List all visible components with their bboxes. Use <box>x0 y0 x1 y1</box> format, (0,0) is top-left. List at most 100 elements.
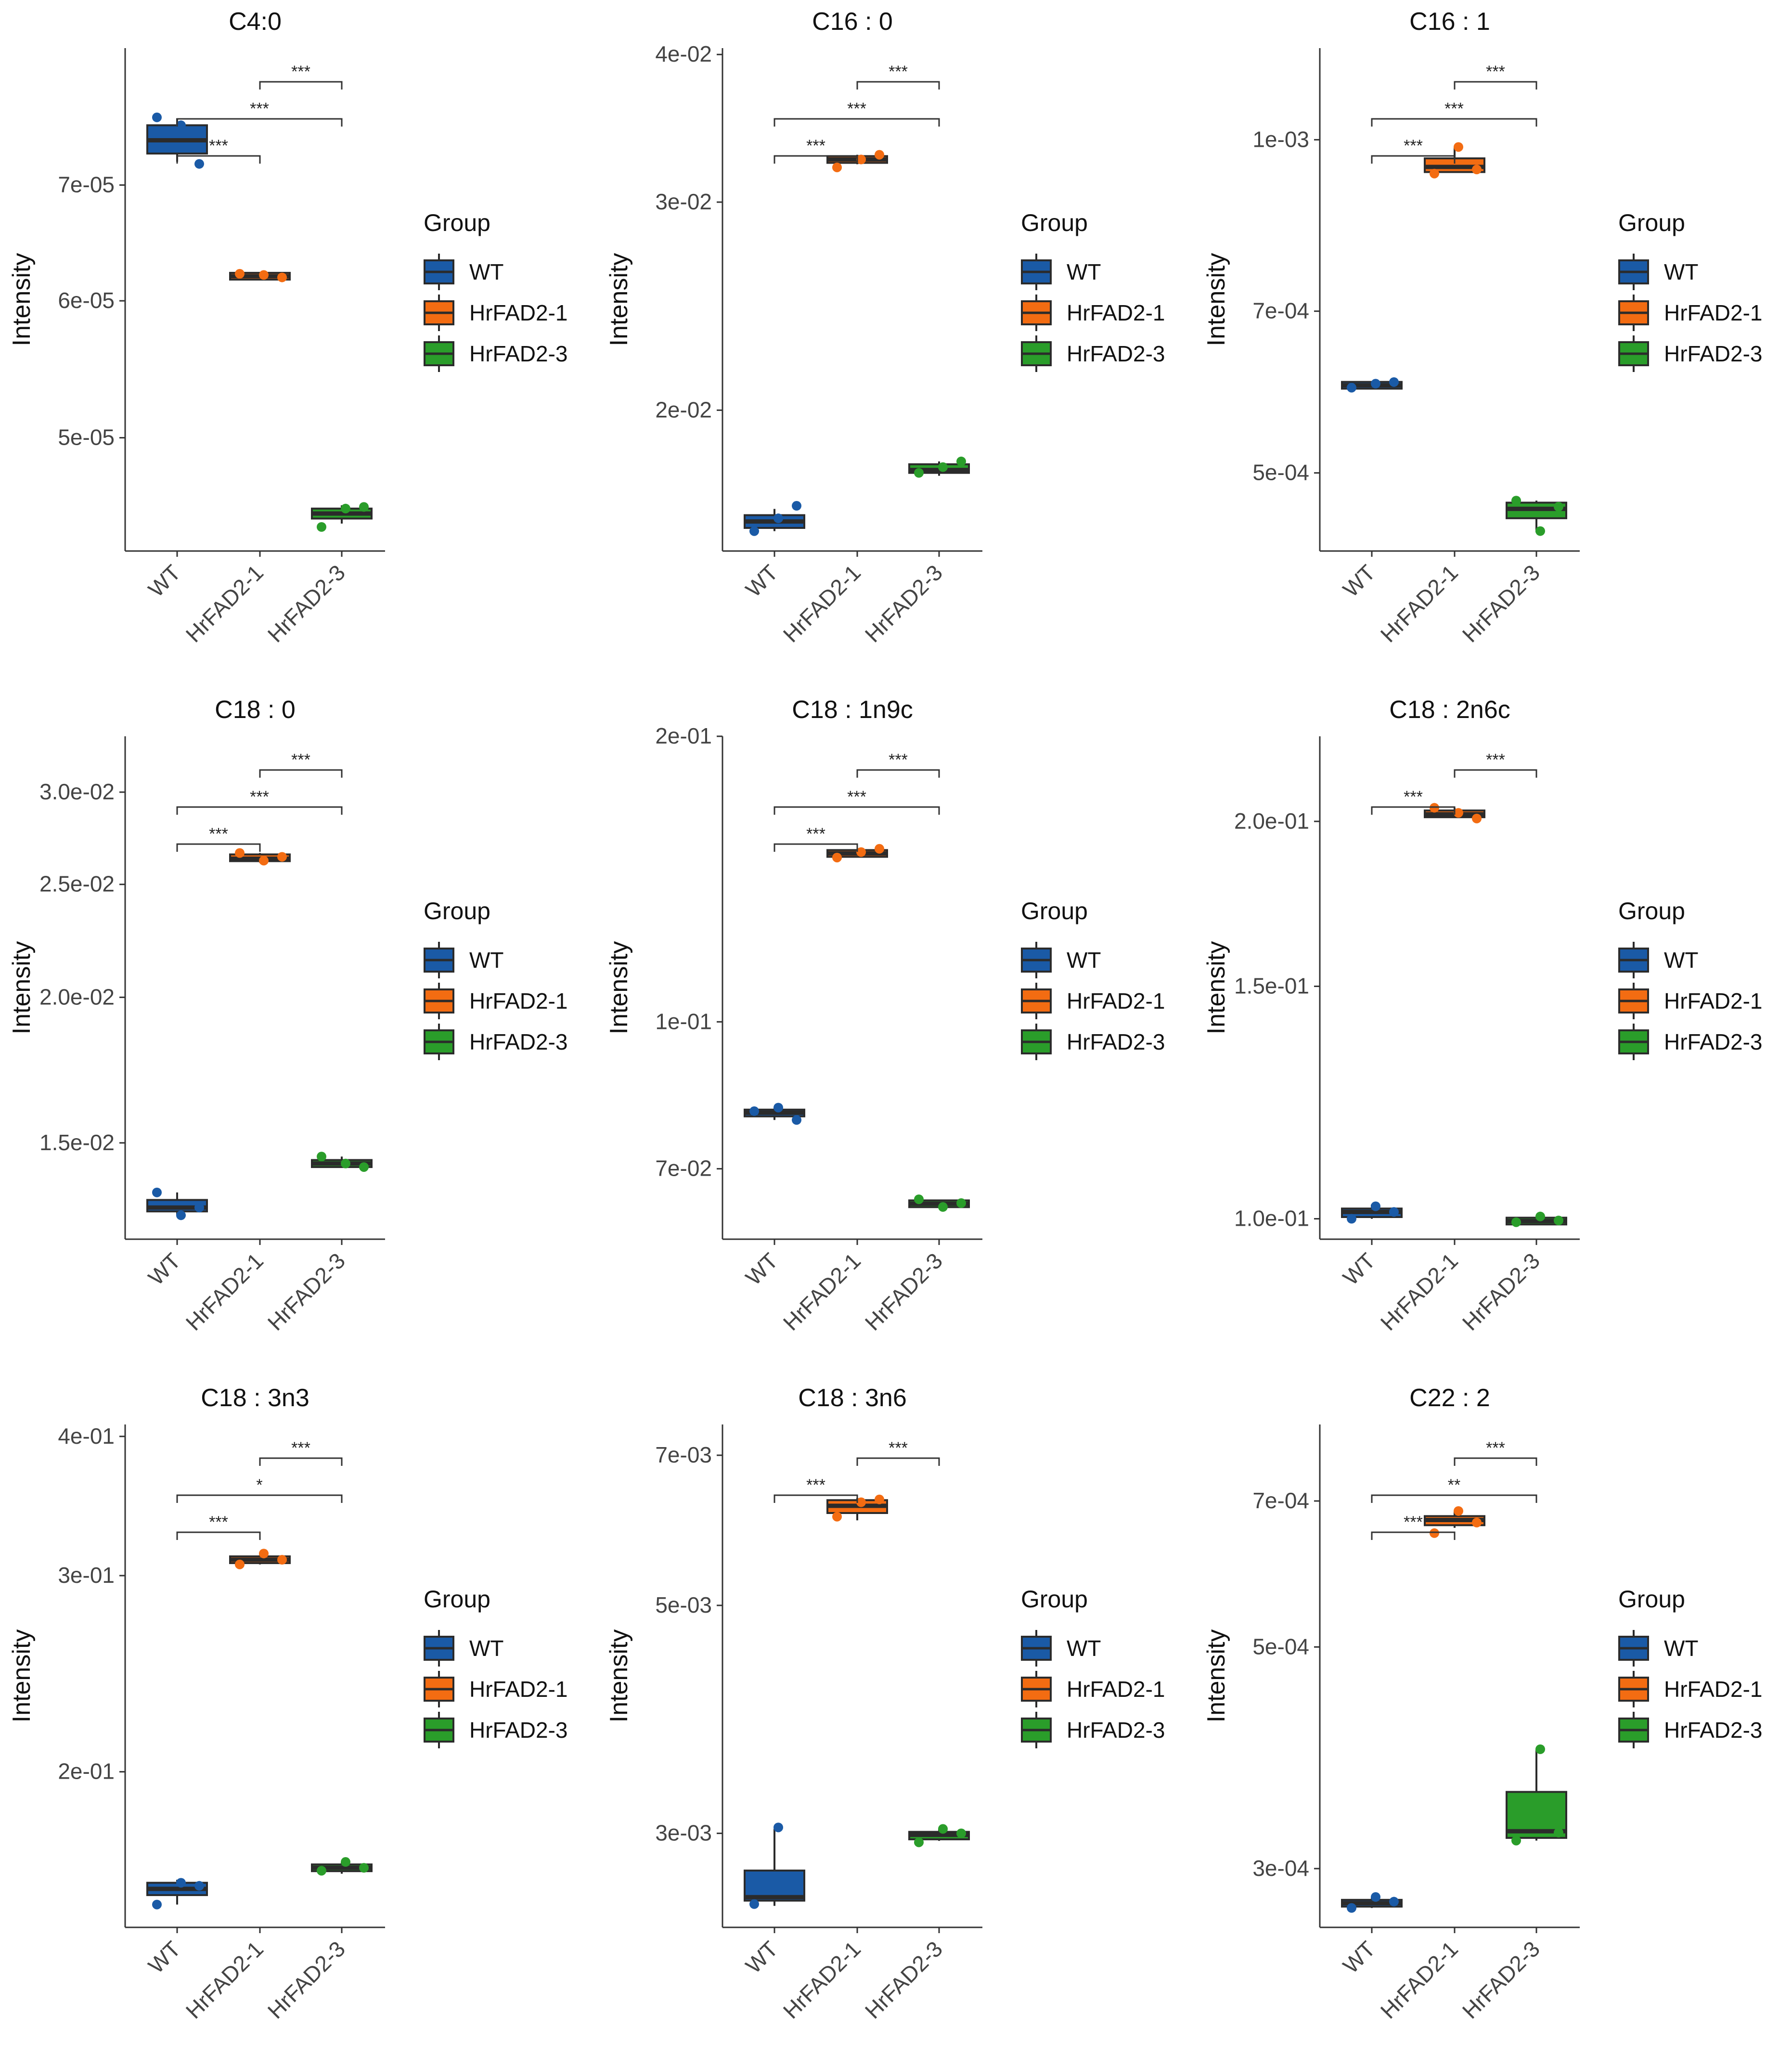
y-tick-label: 1.5e-01 <box>1234 974 1309 999</box>
data-point <box>1430 1528 1439 1538</box>
data-point <box>152 1899 162 1910</box>
chart-title: C18 : 0 <box>215 696 296 724</box>
x-tick-label: HrFAD2-3 <box>263 1248 350 1335</box>
bracket-line <box>1371 806 1456 815</box>
significance-label: *** <box>806 137 825 155</box>
bracket-line <box>774 118 940 127</box>
x-tick-label: HrFAD2-1 <box>181 560 268 647</box>
significance-bracket: *** <box>1454 1439 1537 1466</box>
data-point <box>792 1115 801 1125</box>
y-tick-label: 3e-02 <box>655 189 712 214</box>
legend: Group WT HrFAD2-1 HrFAD2-3 <box>1618 1586 1762 1748</box>
y-tick-label: 5e-05 <box>58 425 115 450</box>
legend-label: HrFAD2-1 <box>469 988 567 1013</box>
legend-label: HrFAD2-3 <box>1664 341 1762 366</box>
significance-label: *** <box>889 63 908 81</box>
chart-panel: C18 : 3n3 2e-01 3e-01 4e-01 Intensity WT HrFAD… <box>0 1376 597 2065</box>
y-tick-label: 1e-01 <box>655 1009 712 1034</box>
significance-bracket: *** <box>856 751 940 778</box>
box-group <box>1506 1211 1567 1227</box>
data-point <box>259 1549 269 1559</box>
significance-label: *** <box>1486 751 1505 769</box>
y-tick-label: 3.0e-02 <box>39 779 115 804</box>
box-group <box>1506 1744 1567 1846</box>
x-tick-label: HrFAD2-1 <box>1376 1248 1463 1335</box>
data-point <box>1472 813 1482 823</box>
bracket-line <box>1371 1494 1537 1503</box>
significance-label: *** <box>250 788 269 806</box>
chart-svg: C18 : 0 1.5e-02 2.0e-02 2.5e-02 3.0e-02 Inten… <box>8 696 567 1335</box>
significance-bracket: *** <box>774 137 858 164</box>
significance-bracket: *** <box>856 63 940 90</box>
data-point <box>194 159 204 169</box>
significance-label: *** <box>291 63 310 81</box>
legend-label: HrFAD2-3 <box>1664 1718 1762 1743</box>
significance-bracket: *** <box>774 788 940 815</box>
x-tick-label: HrFAD2-3 <box>860 1248 947 1335</box>
data-point <box>792 501 801 511</box>
legend: Group WT HrFAD2-1 HrFAD2-3 <box>1021 898 1165 1060</box>
data-point <box>749 526 759 536</box>
data-point <box>1347 1214 1356 1224</box>
legend-key <box>1618 1630 1649 1667</box>
significance-label: *** <box>1486 63 1505 81</box>
legend-key <box>424 335 454 372</box>
significance-label: *** <box>291 751 310 769</box>
data-point <box>1371 1892 1380 1902</box>
data-point <box>235 1559 245 1569</box>
legend-label: HrFAD2-1 <box>1067 988 1165 1013</box>
legend: Group WT HrFAD2-1 HrFAD2-3 <box>1021 209 1165 372</box>
data-point <box>259 270 269 280</box>
box-group <box>744 1822 805 1909</box>
bracket-line <box>176 118 343 127</box>
legend-key <box>1021 1712 1052 1748</box>
chart-svg: C16 : 15e-047e-041e-03IntensityWTHrFAD2-… <box>1202 8 1762 647</box>
legend-label: WT <box>1067 1636 1101 1661</box>
y-axis-label: Intensity <box>8 1629 36 1723</box>
data-point <box>914 468 924 478</box>
bracket-line <box>176 843 261 852</box>
data-point <box>938 1202 948 1212</box>
legend-key <box>1618 254 1649 290</box>
box-group <box>908 456 970 478</box>
legend-label: HrFAD2-3 <box>1067 341 1165 366</box>
legend-label: HrFAD2-1 <box>469 1677 567 1702</box>
data-point <box>1535 526 1545 536</box>
y-tick-label: 5e-04 <box>1252 1634 1309 1659</box>
y-tick-label: 7e-02 <box>655 1156 712 1181</box>
significance-label: *** <box>806 825 825 843</box>
data-point <box>1472 165 1482 175</box>
box-group <box>229 848 291 866</box>
bracket-line <box>176 1494 343 1503</box>
y-tick-label: 2e-02 <box>655 397 712 422</box>
data-point <box>749 1899 759 1909</box>
data-point <box>1347 1903 1356 1913</box>
box-group <box>908 1824 970 1847</box>
x-tick-label: WT <box>741 560 783 602</box>
chart-svg: C16 : 02e-023e-024e-02IntensityWTHrFAD2-… <box>605 8 1165 647</box>
significance-label: * <box>256 1476 262 1494</box>
data-point <box>856 1497 866 1507</box>
box-group <box>1341 1892 1403 1913</box>
data-point <box>1454 142 1463 152</box>
y-tick-label: 3e-01 <box>58 1563 115 1588</box>
y-tick-label: 2.0e-02 <box>39 984 115 1009</box>
legend-key <box>1618 295 1649 331</box>
significance-bracket: *** <box>176 100 343 127</box>
box-group <box>744 1103 805 1125</box>
box-group <box>744 501 805 536</box>
legend-label: HrFAD2-1 <box>469 300 567 325</box>
bracket-line <box>1371 1531 1456 1540</box>
chart-svg: C18 : 1n9c7e-021e-012e-01IntensityWTHrFA… <box>605 696 1165 1335</box>
legend-key <box>1618 335 1649 372</box>
significance-bracket: *** <box>774 825 858 852</box>
legend-key <box>1021 1024 1052 1060</box>
significance-bracket: *** <box>176 137 261 164</box>
data-point <box>749 1106 759 1116</box>
y-tick-label: 4e-01 <box>58 1424 115 1449</box>
y-tick-label: 7e-04 <box>1252 1488 1309 1513</box>
legend-key <box>1021 254 1052 290</box>
data-point <box>1472 1517 1482 1527</box>
legend-label: HrFAD2-1 <box>1067 300 1165 325</box>
legend-key <box>1021 942 1052 978</box>
